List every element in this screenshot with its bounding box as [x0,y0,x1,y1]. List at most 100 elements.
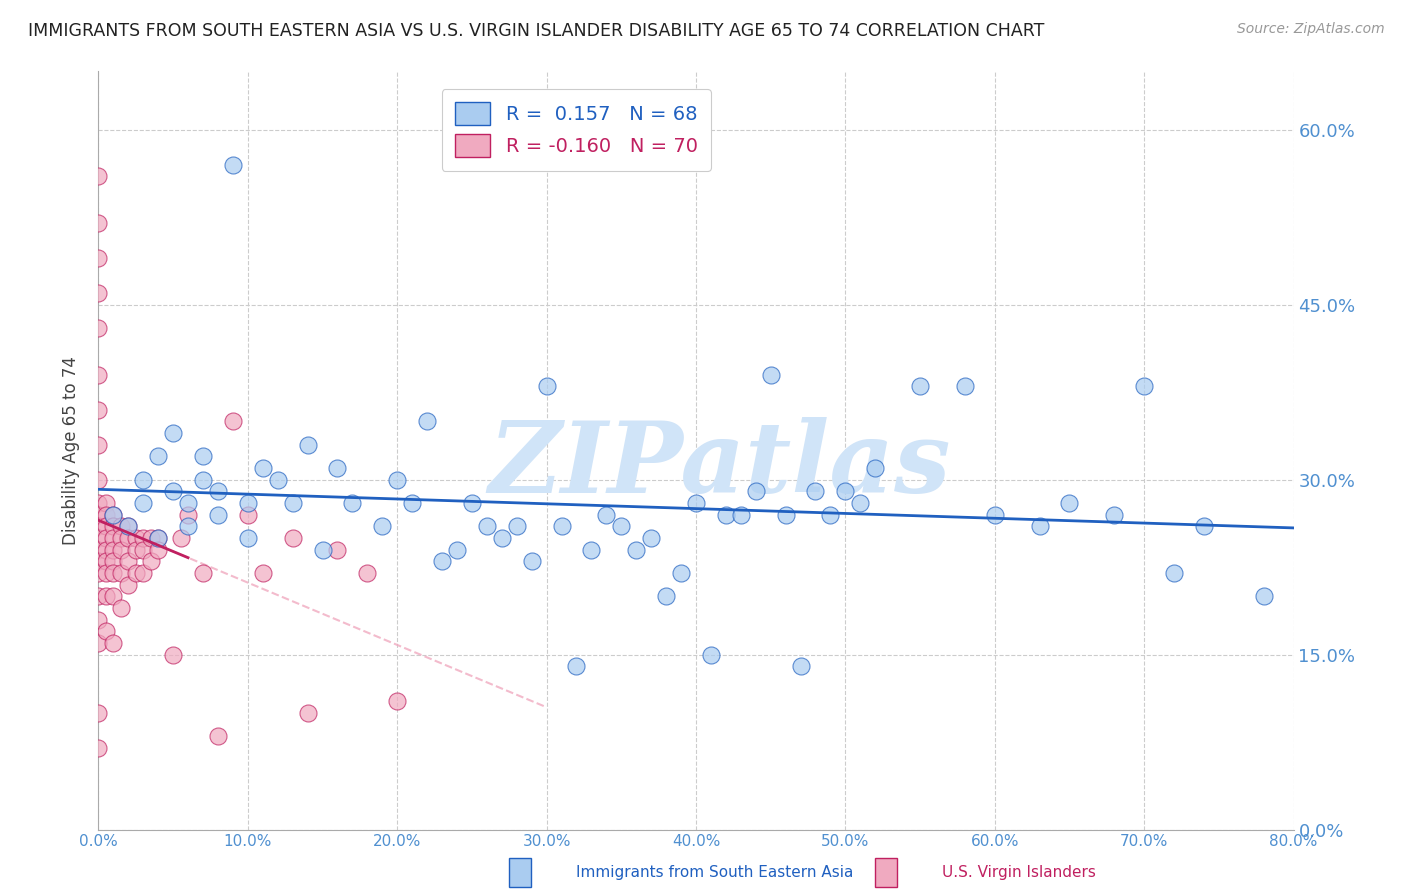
Point [94,566,117,580]
Point [356,566,378,580]
Point [94,624,117,639]
Legend: R =  0.157   N = 68, R = -0.160   N = 70: R = 0.157 N = 68, R = -0.160 N = 70 [441,88,711,170]
Point [110,542,132,557]
Point [87,542,110,557]
Point [117,554,139,568]
Point [110,531,132,545]
Point [1133,379,1156,393]
Point [191,473,214,487]
Point [103,636,125,650]
Point [103,554,125,568]
Point [267,473,290,487]
Point [148,531,170,545]
Point [87,740,110,755]
Point [252,566,274,580]
Point [117,577,139,591]
Point [103,589,125,603]
Point [87,437,110,451]
Point [94,531,117,545]
Point [87,508,110,522]
Point [1028,519,1050,533]
Point [148,531,170,545]
Point [281,531,304,545]
Point [626,542,648,557]
Point [207,484,229,499]
Point [132,531,155,545]
Point [132,542,155,557]
Point [775,508,797,522]
Point [685,496,707,510]
Point [536,379,558,393]
Point [94,554,117,568]
Point [401,496,423,510]
Point [148,542,170,557]
Point [700,648,723,662]
Point [87,473,110,487]
Point [103,508,125,522]
Point [520,554,543,568]
Point [222,158,245,172]
Y-axis label: Disability Age 65 to 74: Disability Age 65 to 74 [62,356,80,545]
Point [446,542,468,557]
Point [94,589,117,603]
Point [87,636,110,650]
Point [177,519,200,533]
Point [565,659,588,673]
Point [655,589,678,603]
Point [236,531,259,545]
Point [117,531,139,545]
Point [132,473,155,487]
Point [139,554,162,568]
Point [550,519,572,533]
Point [87,285,110,300]
Point [953,379,976,393]
Point [236,508,259,522]
Point [125,566,148,580]
Point [430,554,453,568]
Point [110,519,132,533]
Point [908,379,931,393]
Point [311,542,333,557]
Point [252,461,274,475]
Point [385,694,409,708]
Point [117,519,139,533]
Point [103,542,125,557]
Point [87,216,110,230]
Point [177,508,200,522]
Point [87,496,110,510]
Point [506,519,529,533]
Point [342,496,364,510]
Point [730,508,752,522]
Point [125,542,148,557]
Point [1163,566,1185,580]
Point [759,368,782,382]
Point [169,531,191,545]
Point [865,461,887,475]
Point [745,484,768,499]
Point [87,554,110,568]
Point [984,508,1007,522]
Point [87,566,110,580]
Point [1192,519,1215,533]
Point [1059,496,1081,510]
Point [103,531,125,545]
Point [103,508,125,522]
Point [475,519,498,533]
Point [87,519,110,533]
Text: IMMIGRANTS FROM SOUTH EASTERN ASIA VS U.S. VIRGIN ISLANDER DISABILITY AGE 65 TO : IMMIGRANTS FROM SOUTH EASTERN ASIA VS U.… [28,22,1045,40]
Point [125,531,148,545]
Point [103,566,125,580]
Point [640,531,662,545]
Point [87,368,110,382]
Point [461,496,484,510]
Point [595,508,617,522]
Point [191,450,214,464]
Point [117,519,139,533]
Point [281,496,304,510]
Point [804,484,827,499]
Point [297,706,319,720]
Point [148,450,170,464]
Point [87,589,110,603]
Point [207,508,229,522]
Point [177,496,200,510]
